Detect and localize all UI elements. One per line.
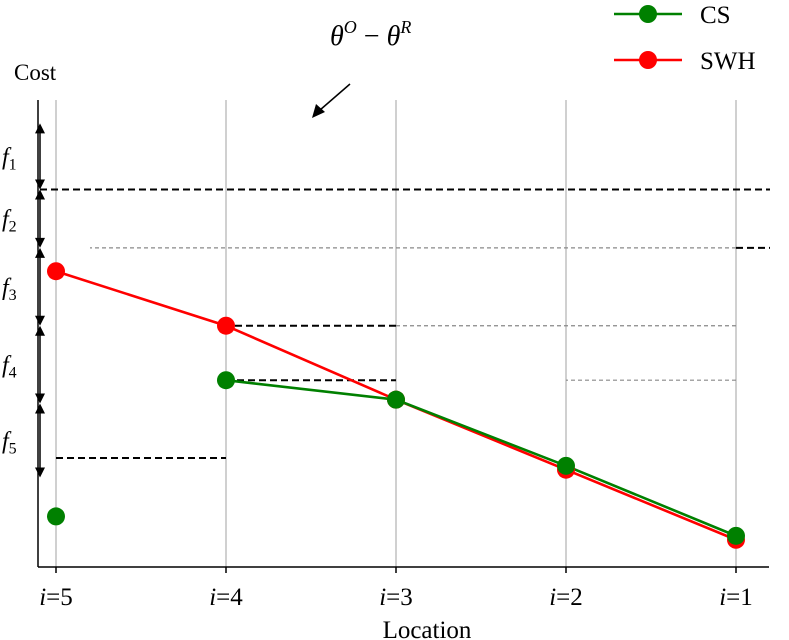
legend-marker-swh	[639, 51, 657, 69]
point-swh-1	[217, 316, 235, 335]
point-cs-4	[727, 526, 745, 545]
bracket-arrow-down-2	[35, 237, 45, 248]
axes	[37, 100, 769, 573]
annotation: θO − θR	[312, 17, 411, 118]
x-tick-label-0: i=5	[39, 584, 73, 611]
point-swh-0	[47, 262, 65, 281]
x-tick-label-4: i=1	[719, 584, 753, 611]
threshold-lines	[40, 188, 770, 460]
x-tick-label-2: i=3	[379, 584, 413, 611]
point-cs-1	[217, 371, 235, 390]
x-tick-labels: i=5 i=4 i=3 i=2 i=1	[39, 584, 753, 611]
bracket-arrow-up-5	[35, 403, 45, 414]
bracket-arrow-down-4	[35, 393, 45, 404]
bracket-arrow-down-3	[35, 315, 45, 326]
bracket-arrow-up-1	[35, 123, 45, 134]
bracket-label-f2: f2	[2, 207, 17, 236]
bracket-arrow-up-3	[35, 247, 45, 258]
cost-brackets: f1 f2 f3 f4 f5	[2, 123, 45, 478]
annotation-arrow-head	[312, 104, 325, 118]
grid-lines	[55, 100, 737, 567]
bracket-label-f1: f1	[2, 144, 17, 173]
legend-label-cs: CS	[700, 2, 731, 29]
bracket-label-f4: f4	[2, 353, 17, 382]
legend-marker-cs	[639, 5, 657, 23]
point-cs-3	[557, 456, 575, 475]
legend-label-swh: SWH	[700, 48, 756, 75]
bracket-label-f5: f5	[2, 429, 17, 458]
point-cs-2	[387, 390, 405, 409]
x-tick-label-3: i=2	[549, 584, 583, 611]
annotation-arrow-shaft	[319, 83, 351, 111]
legend: CS SWH	[614, 2, 756, 75]
x-axis-label: Location	[383, 617, 472, 640]
annotation-label: θO − θR	[330, 17, 411, 52]
x-tick-label-1: i=4	[209, 584, 243, 611]
series-group	[47, 262, 745, 549]
bracket-arrow-down-5	[35, 467, 45, 478]
bracket-arrow-down-1	[35, 179, 45, 190]
series-line-cs	[225, 378, 737, 538]
y-axis-label: Cost	[14, 60, 57, 85]
bracket-arrow-up-2	[35, 189, 45, 200]
bracket-label-f3: f3	[2, 275, 17, 304]
bracket-arrow-up-4	[35, 325, 45, 336]
point-cs-0	[47, 507, 65, 526]
